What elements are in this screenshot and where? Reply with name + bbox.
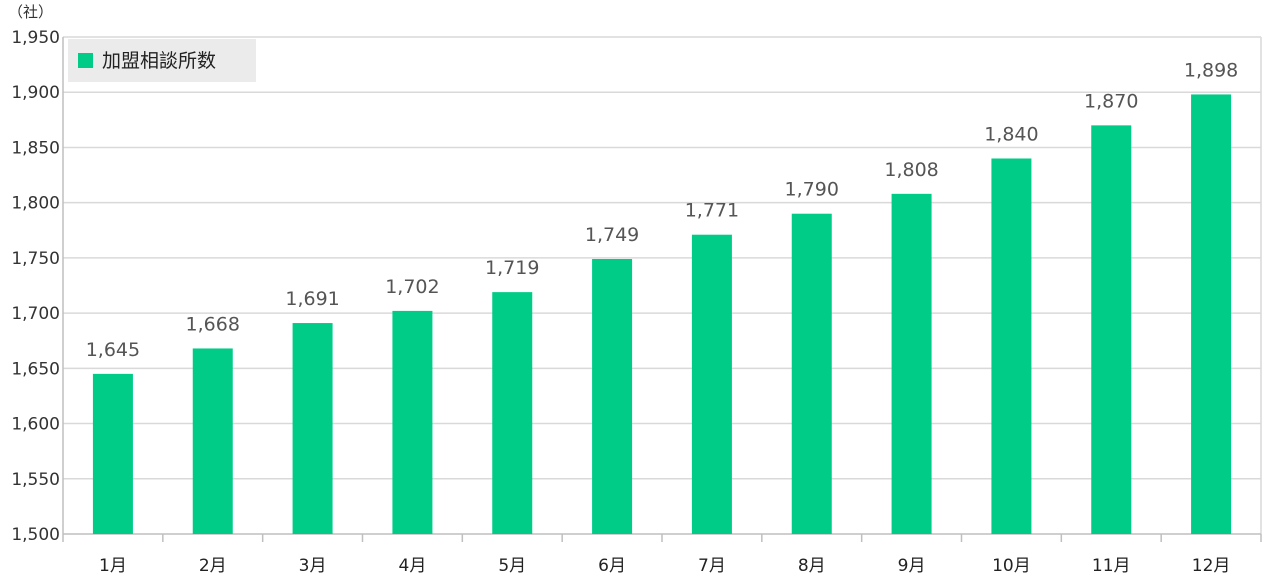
axes — [62, 37, 1262, 542]
legend: 加盟相談所数 — [68, 39, 256, 82]
bar — [1091, 125, 1132, 534]
data-label: 1,840 — [984, 123, 1038, 145]
data-label: 1,749 — [585, 224, 639, 246]
x-tick-label: 11月 — [1092, 556, 1131, 576]
x-tick-label: 8月 — [798, 556, 826, 576]
data-label: 1,790 — [785, 179, 839, 201]
bar — [1191, 94, 1232, 534]
bar — [92, 373, 133, 534]
y-tick-label: 1,550 — [11, 470, 60, 490]
legend-background — [68, 39, 256, 82]
data-labels: 1,645 1,668 1,691 1,702 1,719 1,749 1,771 1,790… — [86, 59, 1239, 360]
bar — [791, 213, 832, 534]
data-label: 1,771 — [685, 200, 739, 222]
x-tick-labels: 1月 2月 3月 4月 5月 6月 7月 8月 9月 10月 11月 12月 — [99, 556, 1230, 576]
bar — [492, 292, 533, 534]
data-label: 1,645 — [86, 339, 140, 361]
y-tick-label: 1,600 — [11, 415, 60, 435]
data-label: 1,870 — [1084, 90, 1138, 112]
y-tick-label: 1,700 — [11, 304, 60, 324]
y-tick-label: 1,900 — [11, 83, 60, 103]
bar — [192, 348, 233, 534]
y-tick-label: 1,850 — [11, 138, 60, 158]
x-tick-label: 9月 — [898, 556, 926, 576]
y-tick-label: 1,750 — [11, 249, 60, 269]
data-label: 1,691 — [285, 288, 339, 310]
data-label: 1,668 — [186, 313, 240, 335]
y-unit-label: （社） — [8, 3, 53, 21]
x-tick-label: 10月 — [992, 556, 1031, 576]
bar — [292, 323, 333, 534]
gridlines — [63, 36, 1261, 480]
y-tick-labels: 1,500 1,550 1,600 1,650 1,700 1,750 1,800 1,850… — [11, 28, 60, 545]
x-tick-label: 7月 — [698, 556, 726, 576]
legend-label: 加盟相談所数 — [102, 50, 216, 72]
data-label: 1,719 — [485, 257, 539, 279]
bar — [991, 158, 1032, 534]
x-tick-label: 12月 — [1192, 556, 1231, 576]
y-tick-label: 1,800 — [11, 194, 60, 214]
x-tick-label: 4月 — [399, 556, 427, 576]
x-tick-label: 1月 — [99, 556, 127, 576]
bar — [392, 310, 433, 534]
y-tick-label: 1,950 — [11, 28, 60, 48]
y-tick-label: 1,650 — [11, 359, 60, 379]
bar — [891, 193, 932, 534]
bars — [92, 94, 1232, 534]
data-label: 1,702 — [385, 276, 439, 298]
x-tick-label: 2月 — [199, 556, 227, 576]
data-label: 1,898 — [1184, 59, 1238, 81]
x-tick-label: 5月 — [498, 556, 526, 576]
data-label: 1,808 — [884, 159, 938, 181]
bar — [691, 234, 732, 534]
y-tick-label: 1,500 — [11, 525, 60, 545]
x-tick-label: 6月 — [598, 556, 626, 576]
bar — [592, 258, 633, 534]
legend-swatch — [78, 53, 93, 68]
x-tick-label: 3月 — [299, 556, 327, 576]
